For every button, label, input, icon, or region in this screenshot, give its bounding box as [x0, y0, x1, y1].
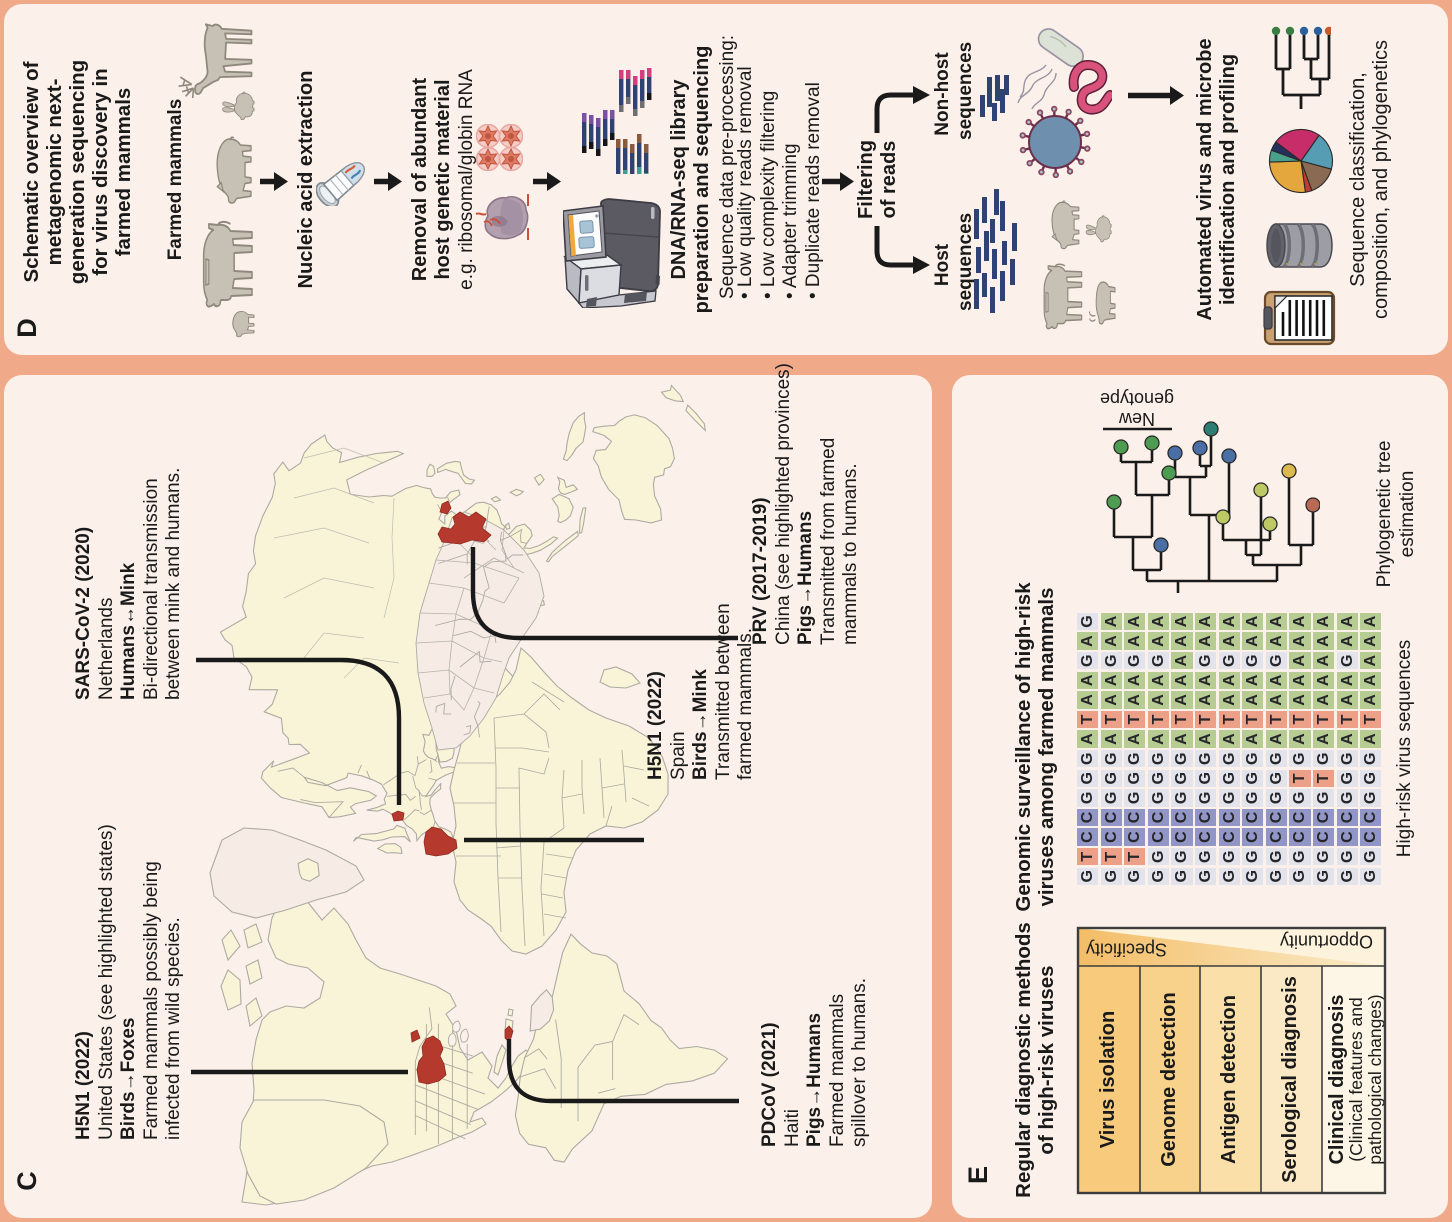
svg-text:genotype: genotype: [1100, 389, 1174, 409]
svg-text:New: New: [1118, 409, 1155, 429]
